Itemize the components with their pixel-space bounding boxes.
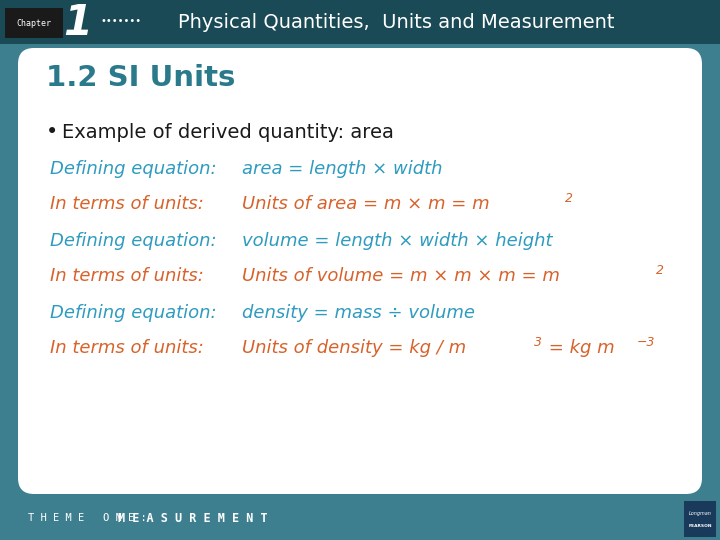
Text: In terms of units:: In terms of units: [50,195,204,213]
Text: Units of volume = m × m × m = m: Units of volume = m × m × m = m [242,267,560,285]
Text: volume = length × width × height: volume = length × width × height [242,232,552,250]
FancyBboxPatch shape [5,8,63,38]
Text: 2: 2 [564,192,572,205]
Text: In terms of units:: In terms of units: [50,339,204,357]
FancyBboxPatch shape [18,48,702,494]
Text: Defining equation:: Defining equation: [50,304,217,322]
Text: 2: 2 [656,264,664,276]
Text: Units of density = kg / m: Units of density = kg / m [242,339,466,357]
FancyBboxPatch shape [684,501,716,537]
Text: density = mass ÷ volume: density = mass ÷ volume [242,304,475,322]
Text: Longman: Longman [688,511,711,516]
Text: Chapter: Chapter [17,18,52,28]
Text: •: • [46,122,58,142]
Text: M E A S U R E M E N T: M E A S U R E M E N T [118,511,268,524]
Text: 1.2 SI Units: 1.2 SI Units [46,64,235,92]
Text: Example of derived quantity: area: Example of derived quantity: area [62,123,394,141]
Text: T H E M E   O N E :: T H E M E O N E : [28,513,147,523]
Text: PEARSON: PEARSON [688,524,712,528]
Text: Defining equation:: Defining equation: [50,160,217,178]
Text: = kg m: = kg m [543,339,615,357]
Text: Defining equation:: Defining equation: [50,232,217,250]
Text: In terms of units:: In terms of units: [50,267,204,285]
Text: Units of area = m × m = m: Units of area = m × m = m [242,195,490,213]
Text: 3: 3 [534,335,542,348]
Text: •••••••: ••••••• [100,16,141,26]
Text: Physical Quantities,  Units and Measurement: Physical Quantities, Units and Measureme… [178,12,614,31]
FancyBboxPatch shape [0,0,720,44]
Text: area = length × width: area = length × width [242,160,443,178]
Text: −3: −3 [637,335,656,348]
Text: 1: 1 [63,2,92,44]
